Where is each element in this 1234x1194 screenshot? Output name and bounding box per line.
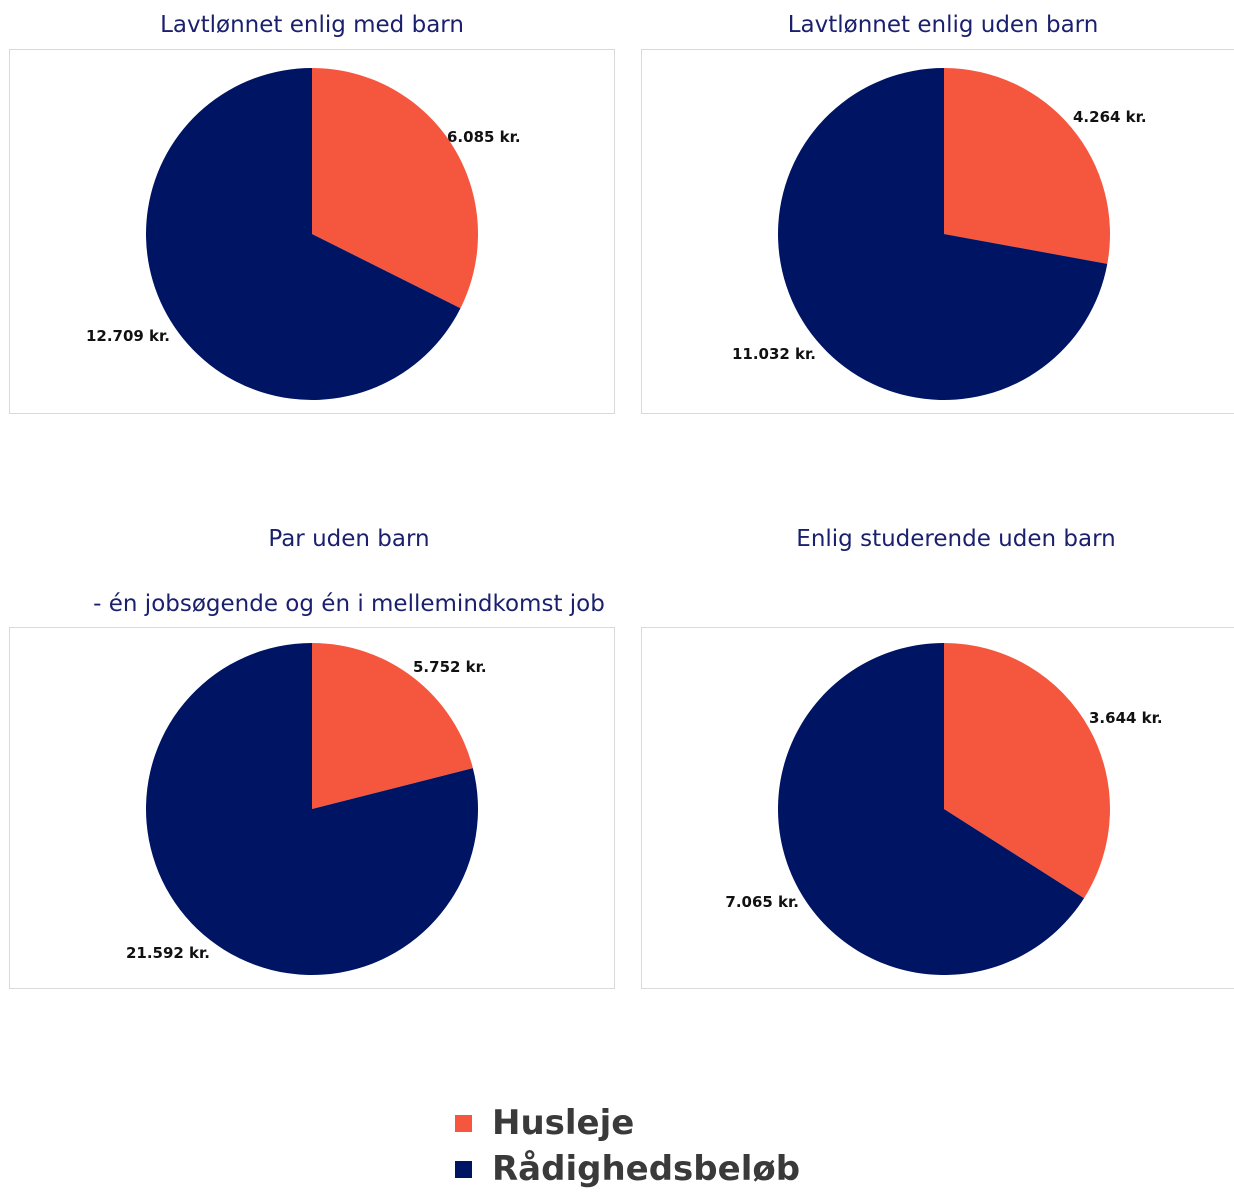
pie-slice-husleje — [944, 68, 1110, 264]
slice-data-label: 11.032 kr. — [732, 345, 816, 363]
slice-data-label: 21.592 kr. — [126, 944, 210, 962]
slice-data-label: 12.709 kr. — [86, 327, 170, 345]
pie-slice-husleje — [312, 68, 478, 309]
legend-item-husleje: Husleje — [455, 1098, 800, 1148]
legend-label-husleje: Husleje — [492, 1103, 635, 1143]
pie-slice-r-dighedsbel-b — [145, 643, 478, 975]
pie-chart-4: 3.644 kr. 7.065 kr. — [725, 643, 1163, 975]
slice-data-label: 6.085 kr. — [447, 128, 521, 146]
slice-data-label: 4.264 kr. — [1073, 108, 1147, 126]
pie-slice-husleje — [312, 643, 473, 809]
legend-swatch-husleje — [455, 1114, 472, 1132]
pie-slice-r-dighedsbel-b — [777, 643, 1085, 975]
legend-label-raadighed: Rådighedsbeløb — [492, 1149, 801, 1189]
chart-title-1: Lavtlønnet enlig med barn — [160, 12, 464, 38]
pie-chart-3: 5.752 kr. 21.592 kr. — [126, 643, 487, 975]
pie-chart-1-frame: 6.085 kr. 12.709 kr. — [9, 49, 615, 414]
pie-chart-3-frame: 5.752 kr. 21.592 kr. — [9, 627, 615, 989]
legend-item-raadighed: Rådighedsbeløb — [455, 1144, 800, 1194]
legend: Husleje Rådighedsbeløb — [455, 1098, 800, 1194]
chart-subtitle-3: - én jobsøgende og én i mellemindkomst j… — [93, 591, 605, 617]
chart-title-4: Enlig studerende uden barn — [796, 526, 1116, 552]
slice-data-label: 7.065 kr. — [725, 893, 799, 911]
chart-title-2: Lavtlønnet enlig uden barn — [787, 12, 1099, 38]
pie-chart-2-frame: 4.264 kr. 11.032 kr. — [641, 49, 1234, 414]
legend-swatch-raadighed — [455, 1160, 472, 1178]
pie-chart-4-frame: 3.644 kr. 7.065 kr. — [641, 627, 1234, 989]
slice-data-label: 5.752 kr. — [413, 658, 487, 676]
pie-chart-2: 4.264 kr. 11.032 kr. — [732, 68, 1147, 400]
pie-slice-r-dighedsbel-b — [145, 68, 461, 400]
slice-data-label: 3.644 kr. — [1089, 709, 1163, 727]
chart-title-3: Par uden barn — [268, 526, 430, 552]
pie-slice-husleje — [944, 643, 1110, 899]
pie-slice-r-dighedsbel-b — [778, 68, 1108, 400]
pie-chart-1: 6.085 kr. 12.709 kr. — [86, 68, 521, 400]
